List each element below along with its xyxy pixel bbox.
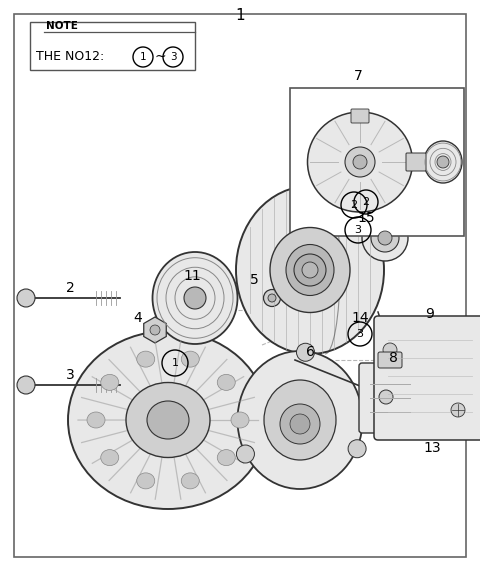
Ellipse shape [231, 412, 249, 428]
FancyBboxPatch shape [14, 14, 466, 557]
Ellipse shape [371, 224, 399, 252]
Ellipse shape [137, 351, 155, 367]
Text: 14: 14 [351, 311, 369, 325]
Ellipse shape [238, 351, 362, 489]
Text: 9: 9 [426, 307, 434, 321]
Circle shape [383, 343, 397, 357]
FancyBboxPatch shape [378, 352, 402, 368]
Text: 1: 1 [171, 358, 179, 368]
Circle shape [348, 440, 366, 458]
Text: 8: 8 [389, 351, 397, 365]
Circle shape [379, 390, 393, 404]
Text: 6: 6 [306, 345, 314, 359]
FancyBboxPatch shape [290, 88, 464, 236]
Text: 2: 2 [66, 281, 74, 295]
Text: 4: 4 [133, 311, 143, 325]
Ellipse shape [362, 215, 408, 261]
Ellipse shape [101, 449, 119, 465]
Text: 13: 13 [423, 441, 441, 455]
Ellipse shape [217, 449, 235, 465]
Ellipse shape [137, 473, 155, 489]
Circle shape [345, 147, 375, 177]
Ellipse shape [181, 351, 199, 367]
Ellipse shape [308, 112, 412, 212]
Text: 7: 7 [354, 69, 362, 83]
Ellipse shape [153, 252, 238, 344]
Circle shape [184, 287, 206, 309]
Ellipse shape [424, 141, 462, 183]
Text: 5: 5 [250, 273, 258, 287]
Circle shape [297, 343, 314, 361]
FancyBboxPatch shape [374, 316, 480, 440]
Text: 3: 3 [355, 225, 361, 235]
Circle shape [150, 325, 160, 335]
Ellipse shape [181, 473, 199, 489]
Text: 15: 15 [357, 211, 375, 225]
Circle shape [17, 289, 35, 307]
Ellipse shape [236, 186, 384, 354]
Ellipse shape [378, 231, 392, 245]
Circle shape [353, 155, 367, 169]
FancyBboxPatch shape [406, 153, 426, 171]
Circle shape [302, 262, 318, 278]
Ellipse shape [270, 227, 350, 312]
Text: THE NO12:: THE NO12: [36, 50, 104, 63]
Text: 10: 10 [446, 95, 462, 108]
Circle shape [290, 414, 310, 434]
Circle shape [294, 254, 326, 286]
Ellipse shape [126, 383, 210, 457]
Circle shape [280, 404, 320, 444]
Text: NOTE: NOTE [46, 21, 78, 31]
Circle shape [237, 445, 254, 463]
Text: 3: 3 [357, 329, 363, 339]
Text: 1: 1 [140, 52, 146, 62]
Ellipse shape [217, 375, 235, 391]
Polygon shape [144, 317, 166, 343]
FancyBboxPatch shape [30, 22, 195, 70]
Text: ~: ~ [155, 50, 167, 64]
Text: 3: 3 [66, 368, 74, 382]
Ellipse shape [264, 289, 280, 307]
Ellipse shape [147, 401, 189, 439]
Text: 1: 1 [235, 8, 245, 23]
Ellipse shape [68, 331, 268, 509]
Text: 11: 11 [183, 269, 201, 283]
FancyBboxPatch shape [351, 109, 369, 123]
Ellipse shape [101, 375, 119, 391]
Circle shape [437, 156, 449, 168]
Ellipse shape [286, 244, 334, 296]
FancyBboxPatch shape [359, 363, 421, 433]
Text: 3: 3 [170, 52, 176, 62]
Circle shape [17, 376, 35, 394]
Text: 2: 2 [350, 200, 358, 210]
Ellipse shape [268, 294, 276, 302]
Ellipse shape [87, 412, 105, 428]
Ellipse shape [264, 380, 336, 460]
Circle shape [451, 403, 465, 417]
Text: 2: 2 [362, 197, 370, 207]
